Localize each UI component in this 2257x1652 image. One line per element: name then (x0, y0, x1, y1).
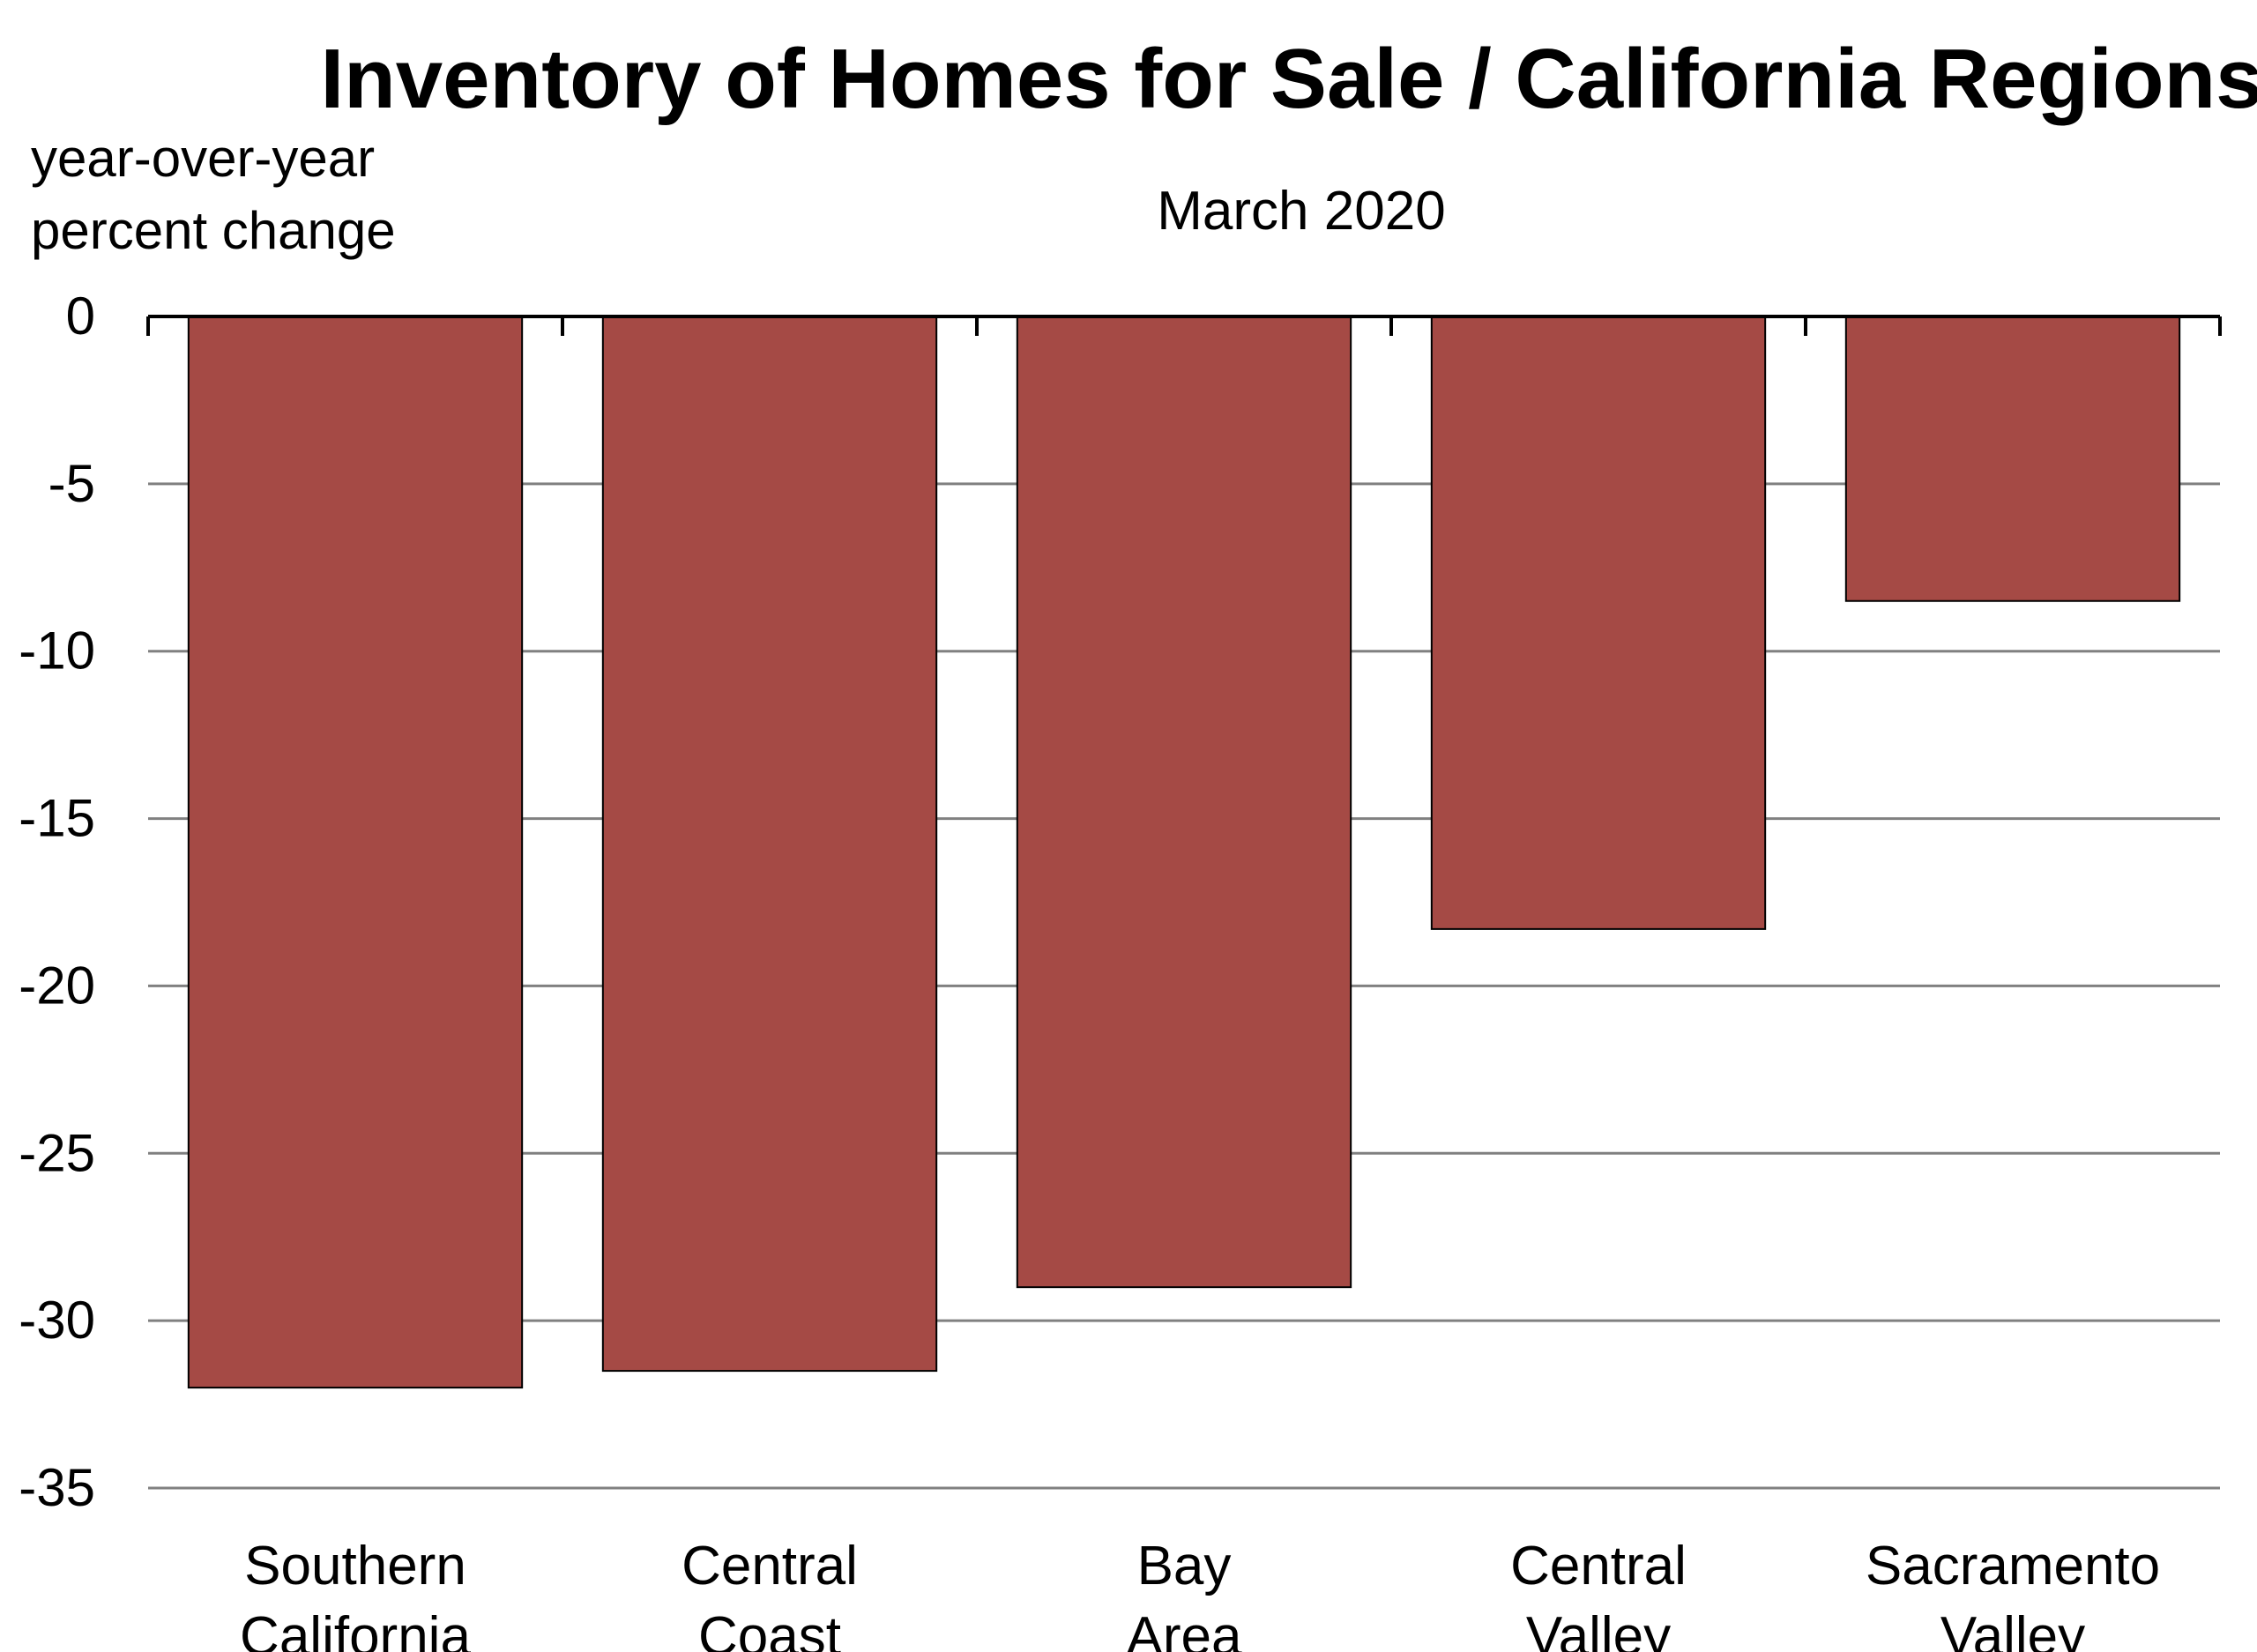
x-axis (146, 315, 2222, 336)
y-tick-label: -35 (19, 1458, 95, 1517)
bar (1844, 316, 2181, 602)
y-tick-label: -30 (19, 1291, 95, 1350)
chart-title: Inventory of Homes for Sale / California… (320, 32, 2257, 126)
bar (1430, 316, 1767, 930)
bar (187, 316, 524, 1389)
y-tick-label: -15 (19, 789, 95, 848)
category-labels: Southern California Central Coast Bay Area Cen… (240, 1536, 2160, 1652)
y-axis-label-line-2: percent change (31, 201, 396, 260)
y-tick-label: -25 (19, 1123, 95, 1182)
chart-subtitle: March 2020 (1157, 181, 1445, 242)
category-label: Valley (1940, 1606, 2085, 1652)
category-label: Area (1127, 1606, 1242, 1652)
bars (187, 316, 2181, 1389)
y-tick-label: -5 (48, 454, 95, 513)
category-label: Valley (1526, 1606, 1671, 1652)
bar (601, 316, 938, 1373)
category-label: Bay (1137, 1536, 1232, 1596)
y-tick-label: -10 (19, 621, 95, 681)
y-tick-label: 0 (66, 286, 95, 346)
category-label: Southern (244, 1536, 466, 1596)
y-axis-label-line-1: year-over-year (31, 129, 375, 188)
y-tick-label: -20 (19, 956, 95, 1015)
category-label: California (240, 1606, 471, 1652)
category-label: Coast (698, 1606, 841, 1652)
bar (1016, 316, 1352, 1289)
category-label: Central (682, 1536, 858, 1596)
category-label: Central (1510, 1536, 1687, 1596)
category-label: Sacramento (1866, 1536, 2160, 1596)
y-tick-labels: 0 -5 -10 -15 -20 -25 -30 -35 (19, 286, 95, 1517)
